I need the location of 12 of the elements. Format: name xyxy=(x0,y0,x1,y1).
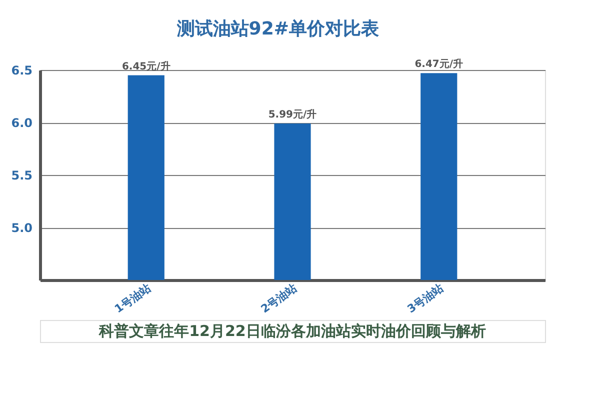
chart-title: 测试油站92#单价对比表 xyxy=(176,18,379,40)
x-tick-label: 2号油站 xyxy=(258,282,300,316)
y-tick-label: 6.0 xyxy=(11,116,32,130)
y-tick-label: 5.0 xyxy=(11,221,32,235)
x-tick-label: 3号油站 xyxy=(405,282,446,316)
data-label: 6.47元/升 xyxy=(414,58,464,70)
y-tick-label: 5.5 xyxy=(11,168,32,182)
data-label: 6.45元/升 xyxy=(122,60,170,72)
y-tick-label: 6.5 xyxy=(11,64,32,78)
x-tick-label: 1号油站 xyxy=(112,282,154,316)
data-label: 5.99元/升 xyxy=(268,108,317,121)
text: 科普文章往年12月22日临汾各加油站实时油价回顾与解析 xyxy=(98,322,486,340)
